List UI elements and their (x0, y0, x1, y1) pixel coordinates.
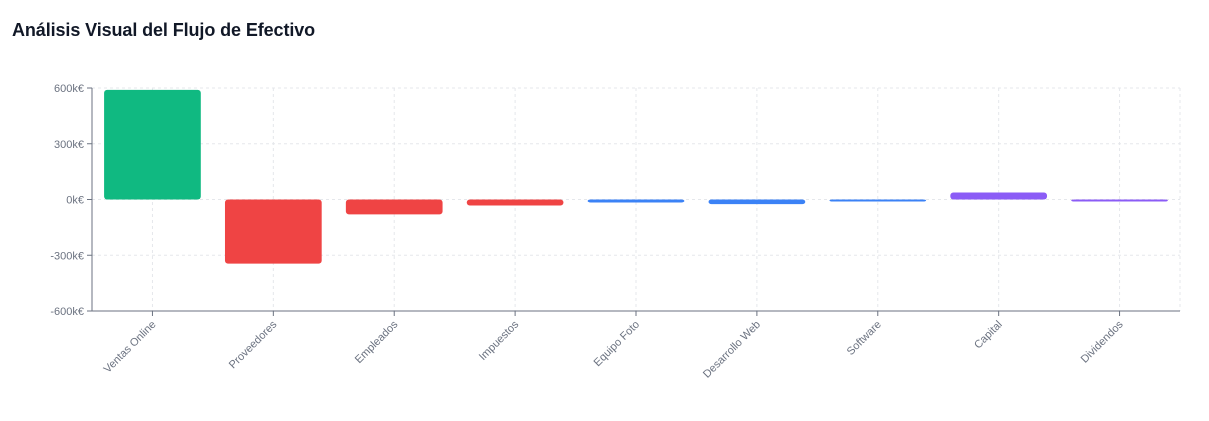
bar-dividendos[interactable] (1071, 199, 1168, 202)
bar-desarrollo-web[interactable] (708, 199, 806, 205)
x-tick-label: Capital (972, 319, 1005, 352)
y-axis-ticks: 600k€ 300k€ 0k€ -300k€ -600k€ (50, 83, 92, 318)
x-tick-label: Equipo Foto (592, 319, 642, 369)
x-axis-ticks: Ventas Online Proveedores Empleados Impuest… (102, 311, 1126, 381)
x-tick-label: Empleados (353, 318, 401, 366)
y-tick-label: -300k€ (50, 250, 84, 262)
bar-proveedores[interactable] (224, 199, 322, 264)
x-tick-label: Proveedores (227, 318, 280, 371)
x-tick-label: Software (845, 319, 884, 358)
x-tick-label: Impuestos (477, 318, 522, 363)
bar-empleados[interactable] (345, 199, 443, 215)
y-tick-label: 600k€ (54, 83, 84, 95)
y-tick-label: 300k€ (54, 139, 84, 151)
y-tick-label: -600k€ (50, 306, 84, 318)
bar-equipo-foto[interactable] (587, 199, 685, 203)
y-tick-label: 0k€ (66, 195, 84, 207)
bar-impuestos[interactable] (466, 199, 564, 206)
bar-capital[interactable] (950, 192, 1048, 200)
chart-title: Análisis Visual del Flujo de Efectivo (12, 20, 316, 40)
x-tick-label: Desarrollo Web (701, 319, 763, 381)
bar-ventas-online[interactable] (104, 89, 201, 200)
chart-bars (104, 89, 1168, 264)
bar-software[interactable] (829, 199, 927, 202)
x-tick-label: Dividendos (1079, 318, 1126, 365)
x-tick-label: Ventas Online (102, 319, 159, 376)
